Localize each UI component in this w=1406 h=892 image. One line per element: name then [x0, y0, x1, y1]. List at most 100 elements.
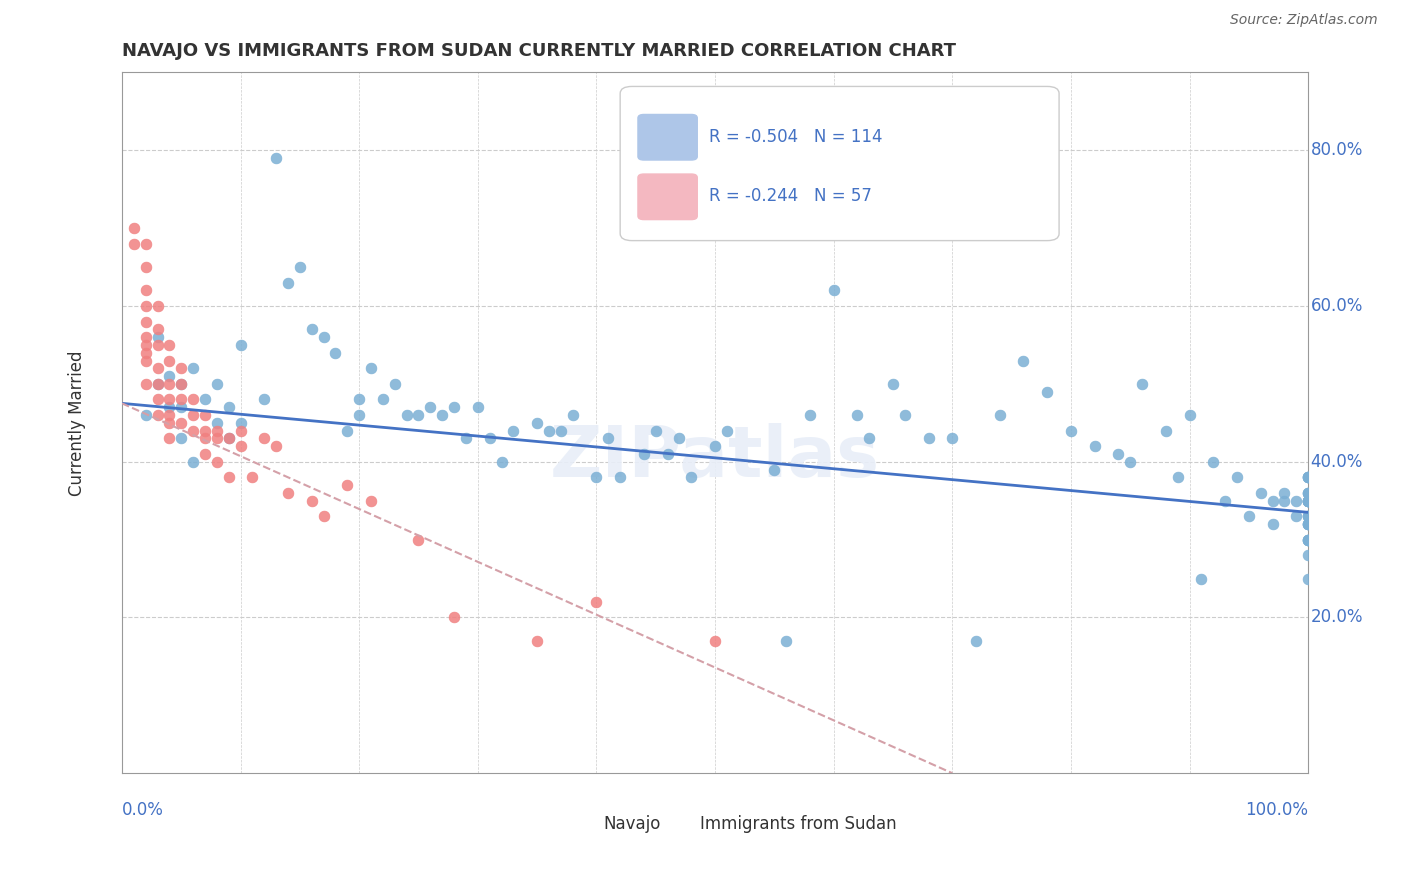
Point [264, 439, 287, 453]
Point [301, 493, 323, 508]
Point [799, 408, 821, 422]
Text: R = -0.504   N = 114: R = -0.504 N = 114 [709, 128, 883, 146]
Text: R = -0.244   N = 57: R = -0.244 N = 57 [709, 187, 872, 205]
Point [170, 376, 193, 391]
Point [360, 493, 382, 508]
Point [823, 284, 845, 298]
Point [157, 369, 180, 384]
Point [135, 236, 157, 251]
Point [194, 408, 217, 422]
Point [205, 416, 228, 430]
Point [1119, 455, 1142, 469]
Point [1296, 493, 1319, 508]
Point [633, 447, 655, 461]
Point [408, 533, 430, 547]
Point [1274, 486, 1296, 500]
Point [242, 470, 264, 484]
Text: NAVAJO VS IMMIGRANTS FROM SUDAN CURRENTLY MARRIED CORRELATION CHART: NAVAJO VS IMMIGRANTS FROM SUDAN CURRENTL… [122, 42, 956, 60]
Point [194, 424, 217, 438]
Point [1178, 408, 1201, 422]
Point [229, 424, 252, 438]
Text: Source: ZipAtlas.com: Source: ZipAtlas.com [1230, 13, 1378, 28]
Point [336, 478, 359, 492]
Point [146, 299, 169, 313]
Point [585, 470, 607, 484]
Point [277, 276, 299, 290]
Point [146, 392, 169, 407]
Text: 100.0%: 100.0% [1246, 801, 1308, 819]
Point [395, 408, 418, 422]
Point [146, 376, 169, 391]
Point [716, 424, 738, 438]
Point [205, 431, 228, 445]
Point [1296, 470, 1319, 484]
Point [205, 376, 228, 391]
Point [170, 401, 193, 415]
Point [347, 408, 370, 422]
Point [1296, 572, 1319, 586]
Point [526, 633, 548, 648]
Point [1296, 493, 1319, 508]
Point [181, 361, 204, 376]
Point [336, 424, 359, 438]
Point [135, 260, 157, 274]
Point [205, 424, 228, 438]
Point [194, 392, 217, 407]
Point [218, 431, 240, 445]
Point [965, 633, 987, 648]
Point [1296, 493, 1319, 508]
Point [253, 431, 276, 445]
Point [1296, 533, 1319, 547]
Point [157, 376, 180, 391]
Point [371, 392, 394, 407]
FancyBboxPatch shape [638, 114, 697, 160]
Point [585, 595, 607, 609]
Text: 40.0%: 40.0% [1310, 453, 1362, 471]
Point [229, 416, 252, 430]
Point [408, 408, 430, 422]
Point [1296, 516, 1319, 531]
Point [264, 151, 287, 165]
Point [681, 470, 703, 484]
Point [644, 424, 666, 438]
Point [432, 408, 454, 422]
Point [1296, 493, 1319, 508]
Point [988, 408, 1011, 422]
Point [157, 338, 180, 352]
Point [1191, 572, 1213, 586]
Point [1296, 486, 1319, 500]
Point [146, 322, 169, 336]
Point [763, 462, 786, 476]
Point [526, 416, 548, 430]
Point [157, 431, 180, 445]
Point [157, 353, 180, 368]
Point [775, 633, 797, 648]
FancyBboxPatch shape [620, 87, 1059, 241]
Text: 20.0%: 20.0% [1310, 608, 1362, 626]
Point [194, 447, 217, 461]
Point [1296, 516, 1319, 531]
Point [170, 376, 193, 391]
Point [704, 439, 727, 453]
Point [1012, 353, 1035, 368]
Point [135, 353, 157, 368]
Point [537, 424, 560, 438]
Point [218, 470, 240, 484]
Point [561, 408, 583, 422]
Point [146, 361, 169, 376]
Point [1202, 455, 1225, 469]
Point [1296, 493, 1319, 508]
Point [1250, 486, 1272, 500]
Point [288, 260, 311, 274]
Point [277, 486, 299, 500]
FancyBboxPatch shape [638, 174, 697, 219]
Point [301, 322, 323, 336]
Point [1167, 470, 1189, 484]
Point [1285, 493, 1308, 508]
Point [443, 401, 465, 415]
Point [491, 455, 513, 469]
Point [419, 401, 441, 415]
Point [1261, 516, 1284, 531]
Point [917, 431, 939, 445]
Text: ZIPatlas: ZIPatlas [550, 424, 880, 492]
